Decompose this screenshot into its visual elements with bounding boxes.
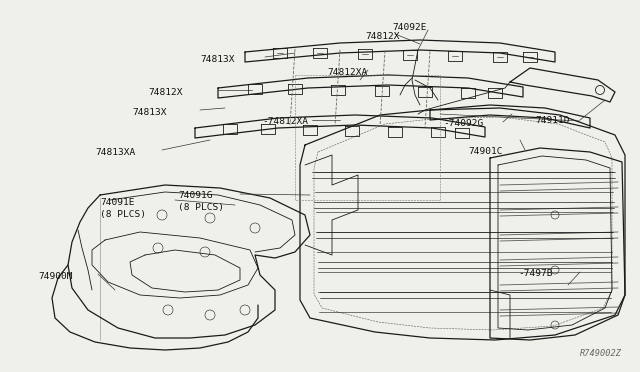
Text: (8 PLCS): (8 PLCS) — [100, 210, 146, 219]
Text: -74092G: -74092G — [443, 119, 483, 128]
Text: 74812XA: 74812XA — [327, 68, 367, 77]
Text: (8 PLCS): (8 PLCS) — [178, 203, 224, 212]
Text: 74813X: 74813X — [132, 108, 166, 117]
Text: -74812XA: -74812XA — [262, 117, 308, 126]
Text: 74900M: 74900M — [38, 272, 72, 281]
Text: 74911D: 74911D — [535, 116, 570, 125]
Text: 74812X: 74812X — [148, 88, 182, 97]
Text: 74092E: 74092E — [392, 23, 426, 32]
Text: 74812X: 74812X — [365, 32, 399, 41]
Text: 74901C: 74901C — [468, 147, 502, 156]
Text: 74091E: 74091E — [100, 198, 134, 207]
Text: R749002Z: R749002Z — [580, 349, 622, 358]
Text: 74813XA: 74813XA — [95, 148, 135, 157]
Text: 74091G: 74091G — [178, 191, 212, 200]
Text: -7497B: -7497B — [518, 269, 552, 278]
Text: 74813X: 74813X — [200, 55, 234, 64]
